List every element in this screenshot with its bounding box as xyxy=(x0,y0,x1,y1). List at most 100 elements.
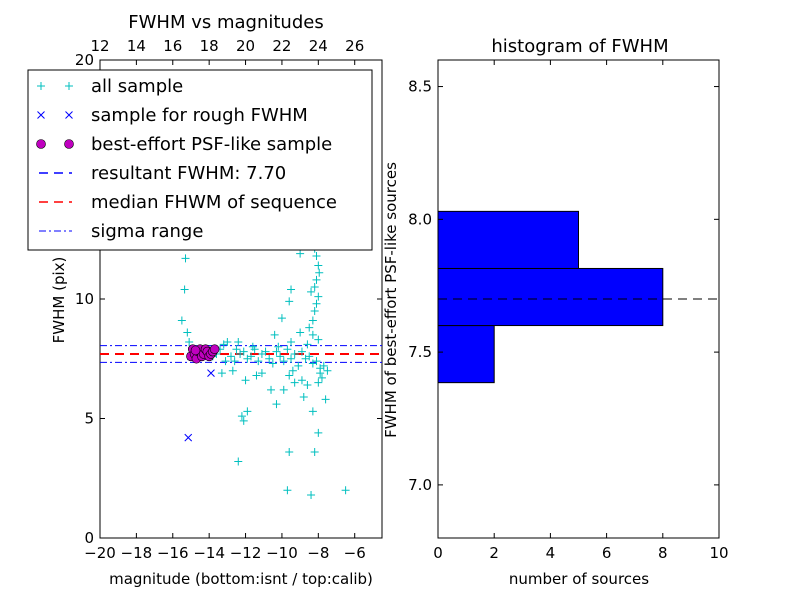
data-point xyxy=(314,428,323,437)
histogram-x-axis-label: number of sources xyxy=(509,570,649,588)
data-point xyxy=(321,395,330,404)
data-point xyxy=(296,328,305,337)
data-point xyxy=(296,249,305,258)
data-point xyxy=(177,316,186,325)
scatter-chart-title: FWHM vs magnitudes xyxy=(128,12,323,33)
data-point xyxy=(303,340,312,349)
data-point xyxy=(237,412,246,421)
x-tick-label: 6 xyxy=(602,544,612,562)
data-point xyxy=(294,361,303,370)
data-point xyxy=(288,366,297,375)
data-point xyxy=(287,354,296,363)
data-point xyxy=(223,338,232,347)
y-tick-label: 8.5 xyxy=(408,78,432,96)
data-point xyxy=(270,330,279,339)
data-point xyxy=(310,306,319,315)
data-point xyxy=(314,292,323,301)
legend-label: median FHWM of sequence xyxy=(91,192,337,213)
data-point xyxy=(308,330,317,339)
data-point xyxy=(319,361,328,370)
legend-marker xyxy=(65,82,73,90)
legend-label: resultant FWHM: 7.70 xyxy=(91,163,286,184)
histogram-title: histogram of FWHM xyxy=(491,36,668,57)
data-point xyxy=(243,407,252,416)
top-axis-tick-label: 12 xyxy=(90,37,109,55)
data-point xyxy=(276,352,285,361)
histogram-axes: 0 2 4 6 8 10 7.0 7.5 8.0 8.5 xyxy=(408,60,729,562)
data-point xyxy=(277,314,286,323)
data-point xyxy=(261,347,270,356)
y-tick-label: 8.0 xyxy=(408,210,432,228)
legend-marker xyxy=(64,139,74,149)
scatter-panel: −20 −18 −16 −14 −12 −10 −8 −6 12 14 16 18 20 22 24 26 0 5… xyxy=(27,12,383,588)
scatter-legend: all sample sample for rough FWHM best-effo… xyxy=(27,69,373,251)
data-point xyxy=(247,352,256,361)
x-tick-label: −14 xyxy=(193,544,225,562)
data-point xyxy=(241,376,250,385)
data-point xyxy=(285,297,294,306)
x-tick-label: −10 xyxy=(266,544,298,562)
histogram-bar xyxy=(437,210,579,269)
data-point xyxy=(267,385,276,394)
legend-marker xyxy=(37,82,45,90)
histogram-panel: 0 2 4 6 8 10 7.0 7.5 8.0 8.5 histogram of FWHM nu… xyxy=(382,36,729,588)
data-point xyxy=(252,371,261,380)
y-tick-label: 7.5 xyxy=(408,343,432,361)
y-tick-label: 7.0 xyxy=(408,476,432,494)
legend-marker xyxy=(65,111,73,119)
data-point xyxy=(287,285,296,294)
data-point xyxy=(239,416,248,425)
data-point xyxy=(287,338,296,347)
data-point xyxy=(314,261,323,270)
data-point xyxy=(209,344,220,354)
y-tick-label: 5 xyxy=(84,410,94,428)
data-point xyxy=(254,357,263,366)
data-point xyxy=(234,457,243,466)
data-point xyxy=(274,342,283,351)
data-point xyxy=(221,357,230,366)
scatter-plot-marks xyxy=(100,228,382,499)
legend-marker xyxy=(37,111,45,119)
scatter-x-axis-label: magnitude (bottom:isnt / top:calib) xyxy=(109,570,373,588)
histogram-bar xyxy=(437,267,664,327)
data-point xyxy=(279,357,288,366)
top-axis-tick-label: 16 xyxy=(163,37,182,55)
data-point xyxy=(308,407,317,416)
x-tick-label: −18 xyxy=(121,544,153,562)
data-point xyxy=(257,369,266,378)
legend-label: best-effort PSF-like sample xyxy=(91,134,332,155)
x-tick-label: 10 xyxy=(709,544,728,562)
data-point xyxy=(297,376,306,385)
x-tick-label: −16 xyxy=(157,544,189,562)
data-point xyxy=(283,486,292,495)
x-tick-label: −8 xyxy=(307,544,329,562)
data-point xyxy=(310,283,319,292)
data-point xyxy=(314,378,323,387)
legend-box xyxy=(27,69,373,251)
legend-label: sigma range xyxy=(91,221,203,242)
data-point xyxy=(308,316,317,325)
data-point xyxy=(312,299,321,308)
data-point xyxy=(285,371,294,380)
data-point xyxy=(307,287,316,296)
data-point xyxy=(234,338,243,347)
top-axis-tick-label: 22 xyxy=(272,37,291,55)
data-point xyxy=(285,447,294,456)
top-axis-tick-label: 18 xyxy=(200,37,219,55)
data-point xyxy=(312,251,321,260)
data-point xyxy=(323,366,332,375)
data-point xyxy=(290,349,299,358)
y-tick-label: 0 xyxy=(84,529,94,547)
data-point xyxy=(207,369,215,377)
x-tick-label: −6 xyxy=(344,544,366,562)
top-axis-tick-label: 24 xyxy=(309,37,328,55)
data-point xyxy=(230,357,239,366)
histogram-y-axis-label: FWHM of best-effort PSF-like sources xyxy=(382,162,400,438)
data-point xyxy=(310,447,319,456)
legend-label: sample for rough FWHM xyxy=(91,105,308,126)
data-point xyxy=(290,378,299,387)
data-point xyxy=(190,345,201,356)
data-point xyxy=(312,357,321,366)
data-point xyxy=(181,254,190,263)
